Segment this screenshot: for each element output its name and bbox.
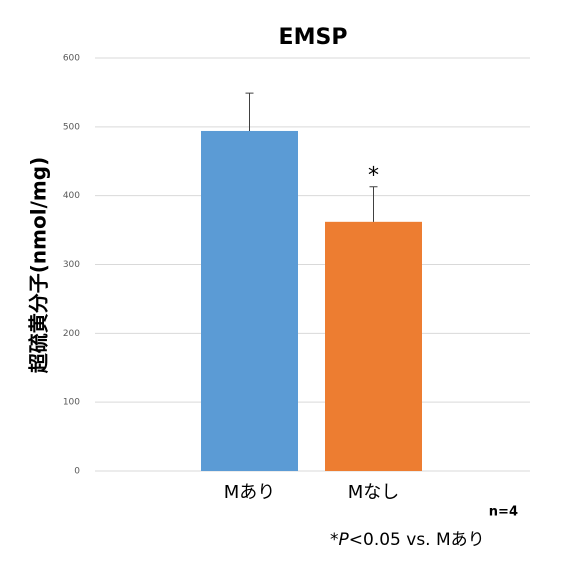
y-tick-label: 200 <box>63 329 80 339</box>
chart-title: EMSP <box>279 25 348 50</box>
x-tick-label: Mなし <box>348 482 400 503</box>
error-bar <box>369 186 378 222</box>
y-axis-label: 超硫黄分子(nmol/mg) <box>27 157 51 374</box>
x-tick-label: Mあり <box>224 482 276 503</box>
footnote-p: P <box>339 530 350 550</box>
error-bar <box>245 92 254 131</box>
y-tick-label: 300 <box>63 260 80 270</box>
y-tick-label: 500 <box>63 122 80 132</box>
bar <box>325 221 422 471</box>
footnote-text: <0.05 vs. Mあり <box>349 530 485 550</box>
y-tick-label: 600 <box>63 54 80 64</box>
footnote-mark: * <box>330 530 339 550</box>
y-tick-label: 100 <box>63 398 80 408</box>
sample-note: n=4 <box>489 505 518 520</box>
y-tick-label: 400 <box>63 191 80 201</box>
footnote: *P<0.05 vs. Mあり <box>330 530 485 550</box>
bar <box>201 130 298 472</box>
significance-marker: * <box>368 164 379 189</box>
y-tick-label: 0 <box>74 467 80 477</box>
